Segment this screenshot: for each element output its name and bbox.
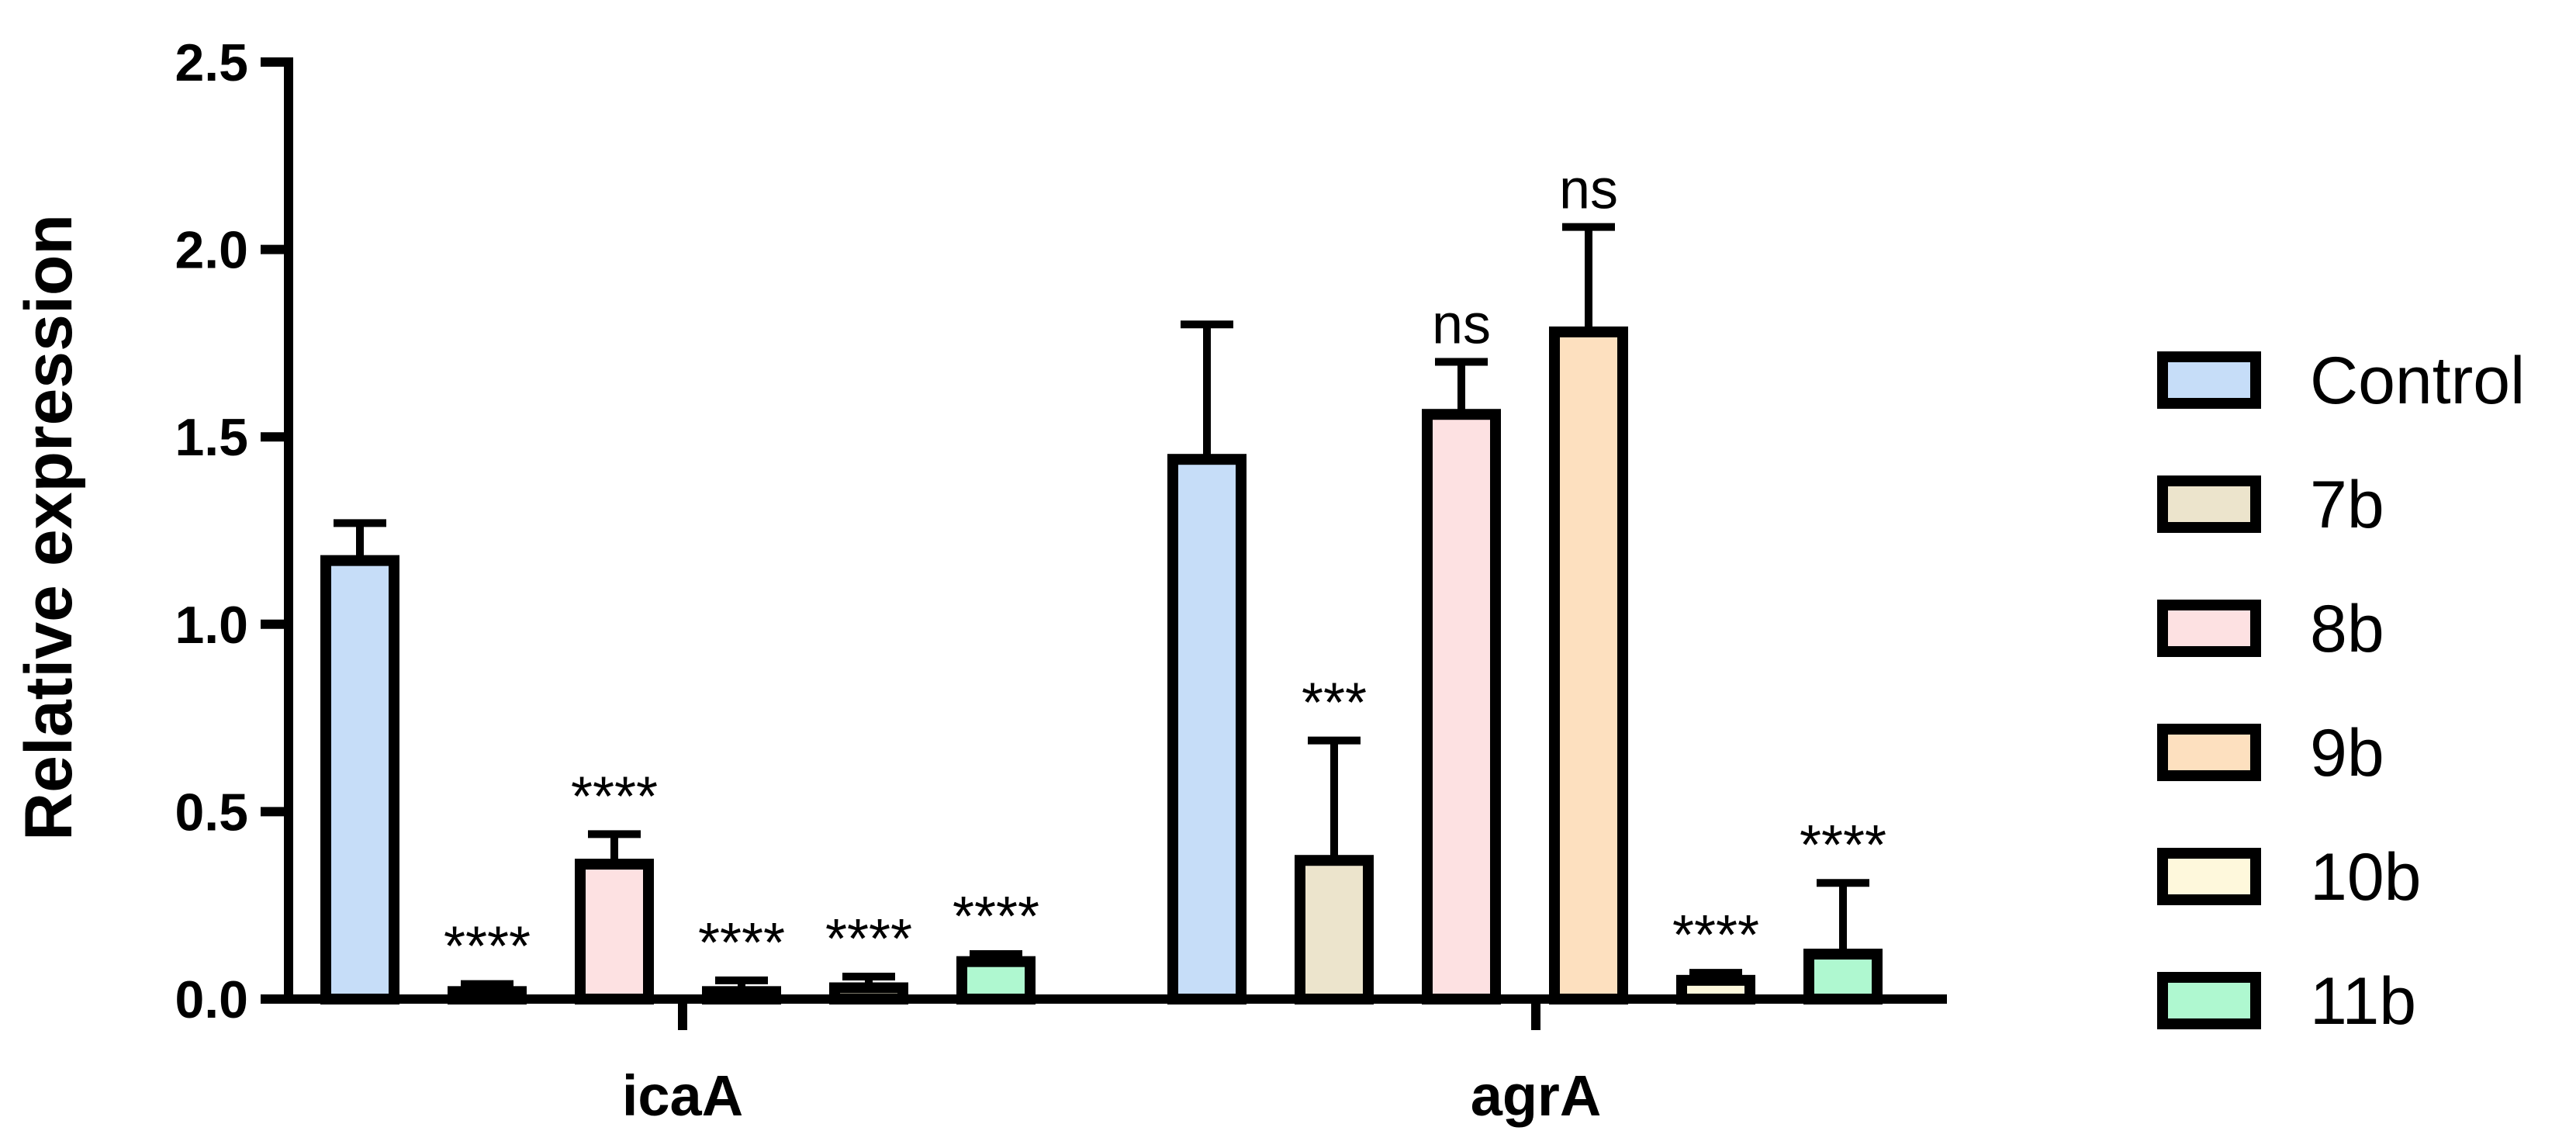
y-tick-label: 0.5 bbox=[175, 783, 248, 842]
significance-label: **** bbox=[444, 916, 531, 978]
legend-swatch bbox=[2157, 848, 2261, 905]
y-tick-label: 1.0 bbox=[175, 596, 248, 655]
legend-swatch bbox=[2157, 724, 2261, 781]
bar-agrA-11b bbox=[1803, 949, 1883, 1004]
legend-label: Control bbox=[2310, 344, 2525, 418]
significance-label: **** bbox=[1800, 814, 1886, 877]
legend: Control 7b 8b 9b 10b 11b bbox=[2157, 344, 2525, 1039]
y-tick-label: 2.0 bbox=[175, 221, 248, 280]
significance-label: **** bbox=[953, 886, 1039, 948]
legend-swatch bbox=[2157, 600, 2261, 657]
significance-label: **** bbox=[1672, 904, 1759, 966]
y-tick-label: 1.5 bbox=[175, 408, 248, 467]
x-tick-label: icaA bbox=[622, 1063, 743, 1128]
y-tick-label: 2.5 bbox=[175, 33, 248, 92]
bar-icaA-Control bbox=[320, 555, 399, 1004]
bar-icaA-11b bbox=[956, 956, 1036, 1005]
legend-label: 11b bbox=[2310, 964, 2416, 1039]
significance-label: **** bbox=[825, 908, 912, 970]
significance-label: **** bbox=[571, 766, 658, 828]
significance-label: ns bbox=[1559, 159, 1618, 221]
bar-agrA-7b bbox=[1295, 855, 1374, 1004]
y-axis-title: Relative expression bbox=[12, 214, 86, 841]
bar-agrA-9b bbox=[1549, 326, 1628, 1004]
bar-agrA-Control bbox=[1167, 454, 1247, 1004]
bar-icaA-8b bbox=[575, 859, 654, 1004]
significance-label: *** bbox=[1302, 673, 1367, 735]
bar-agrA-8b bbox=[1422, 409, 1501, 1004]
legend-swatch bbox=[2157, 972, 2261, 1029]
axes: 0.0 0.5 1.0 1.5 2.0 2.5 icaA agrA bbox=[175, 33, 1947, 1128]
x-tick-label: agrA bbox=[1471, 1063, 1602, 1128]
significance-label: **** bbox=[698, 912, 785, 974]
legend-swatch bbox=[2157, 475, 2261, 533]
y-tick-label: 0.0 bbox=[175, 970, 248, 1029]
significance-label: ns bbox=[1432, 294, 1491, 356]
legend-label: 8b bbox=[2310, 592, 2384, 666]
legend-label: 9b bbox=[2310, 716, 2384, 790]
legend-swatch bbox=[2157, 351, 2261, 409]
legend-label: 10b bbox=[2310, 840, 2422, 915]
legend-label: 7b bbox=[2310, 468, 2384, 542]
